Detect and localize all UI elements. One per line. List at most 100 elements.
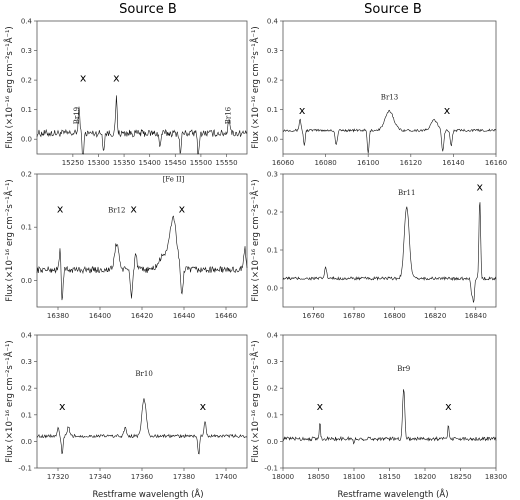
x-tick-label: 17340 [89, 473, 111, 481]
y-tick-label: 0.1 [267, 106, 278, 114]
y-axis-label: Flux (×10⁻¹⁶ erg cm⁻²s⁻¹Å⁻¹) [249, 179, 261, 302]
y-tick-label: 0.3 [267, 358, 278, 366]
spectrum-line [36, 95, 248, 155]
x-tick-label: 17320 [47, 473, 69, 481]
plot-frame [36, 334, 248, 469]
telluric-x-mark: x [59, 400, 66, 413]
column-title-right: Source B [364, 2, 422, 17]
x-tick-label: 16080 [314, 159, 336, 167]
panel-3: 0.0 0.1 0.2 16380 16400 16420 16440 16460 Flux (… [3, 171, 248, 320]
telluric-x-mark: x [200, 400, 207, 413]
line-label: Br11 [398, 189, 415, 197]
line-label: Br10 [135, 370, 152, 378]
y-axis-label: Flux (×10⁻¹⁶ erg cm⁻²s⁻¹Å⁻¹) [3, 179, 15, 302]
panel-4: 0.0 0.1 0.2 0.3 16760 16780 16800 16820 16840 Flu… [249, 171, 497, 320]
x-tick-label: 16100 [357, 159, 379, 167]
line-label: Br16 [225, 106, 233, 124]
column-title-left: Source B [119, 2, 177, 17]
panel-5: -0.1 0.0 0.1 0.2 0.3 0.4 17320 17340 17360 17380 1… [3, 332, 248, 481]
y-axis-label: Flux (×10⁻¹⁶ erg cm⁻²s⁻¹Å⁻¹) [249, 26, 261, 149]
line-label: [Fe II] [163, 175, 185, 183]
x-tick-label: 18050 [307, 473, 329, 481]
y-tick-label: 0.1 [267, 247, 278, 255]
x-tick-label: 18200 [414, 473, 436, 481]
x-tick-label: 16140 [442, 159, 464, 167]
x-tick-label: 15400 [139, 159, 161, 167]
y-tick-label: 0.4 [21, 18, 33, 26]
spectrum-line [36, 398, 248, 455]
x-tick-label: 15450 [164, 159, 186, 167]
x-tick-label: 18000 [272, 473, 294, 481]
x-tick-label: 18150 [378, 473, 400, 481]
y-tick-label: -0.1 [18, 465, 32, 473]
x-tick-label: 15350 [113, 159, 135, 167]
x-tick-label: 16420 [131, 312, 153, 320]
plot-frame [282, 20, 497, 155]
spectrum-line [36, 215, 248, 301]
y-tick-label: 0.2 [267, 209, 278, 217]
line-label: Br9 [397, 365, 410, 373]
y-tick-label: 0.3 [267, 47, 278, 55]
x-tick-label: 16120 [400, 159, 422, 167]
y-tick-label: 0.3 [21, 47, 32, 55]
spectrum-line [282, 389, 497, 445]
x-tick-label: 17400 [215, 473, 237, 481]
x-tick-label: 15550 [215, 159, 237, 167]
y-tick-label: 0.1 [21, 224, 32, 232]
telluric-x-mark: x [113, 72, 120, 85]
plot-frame [36, 173, 248, 308]
panels: 0.0 0.1 0.2 0.3 0.4 15250 15300 15350 15400 15450… [3, 18, 507, 482]
x-tick-label: 17380 [173, 473, 195, 481]
y-tick-label: 0.4 [21, 332, 33, 340]
telluric-x-mark: x [57, 202, 64, 215]
x-tick-label: 16440 [173, 312, 195, 320]
x-tick-label: 16840 [465, 312, 487, 320]
line-label: Br19 [73, 107, 81, 124]
x-tick-label: 18300 [485, 473, 507, 481]
x-tick-label: 18100 [343, 473, 365, 481]
y-axis-label: Flux (×10⁻¹⁶ erg cm⁻²s⁻¹Å⁻¹) [249, 340, 261, 463]
y-tick-label: -0.1 [264, 465, 278, 473]
y-tick-label: 0.0 [21, 136, 32, 144]
x-tick-label: 15300 [87, 159, 109, 167]
telluric-x-mark: x [317, 400, 324, 413]
y-tick-label: 0.4 [267, 332, 279, 340]
panel-1: 0.0 0.1 0.2 0.3 0.4 15250 15300 15350 15400 15450… [3, 18, 248, 167]
spectrum-line [282, 109, 497, 154]
y-tick-label: 0.0 [21, 438, 32, 446]
y-tick-label: 0.4 [267, 18, 279, 26]
panel-2: 0.0 0.1 0.2 0.3 0.4 16060 16080 16100 16120 16140… [249, 18, 507, 168]
y-tick-label: 0.1 [267, 411, 278, 419]
x-tick-label: 16800 [383, 312, 405, 320]
telluric-x-mark: x [444, 104, 451, 117]
x-tick-label: 18250 [449, 473, 471, 481]
y-axis-label: Flux (×10⁻¹⁶ erg cm⁻²s⁻¹Å⁻¹) [3, 340, 15, 463]
plot-frame [36, 20, 248, 155]
x-tick-label: 16060 [272, 159, 294, 167]
y-tick-label: 0.3 [267, 171, 278, 179]
y-tick-label: 0.0 [21, 277, 32, 285]
y-tick-label: 0.0 [267, 285, 278, 293]
y-tick-label: 0.2 [267, 77, 278, 85]
x-tick-label: 15500 [190, 159, 212, 167]
x-tick-label: 16460 [215, 312, 237, 320]
x-axis-label-right: Restframe wavelength (Å) [337, 488, 448, 500]
x-tick-label: 16780 [343, 312, 365, 320]
plot-frame [282, 173, 497, 308]
x-tick-label: 17360 [131, 473, 153, 481]
y-tick-label: 0.2 [21, 385, 32, 393]
y-axis-label: Flux (×10⁻¹⁶ erg cm⁻²s⁻¹Å⁻¹) [3, 26, 15, 149]
line-label: Br13 [381, 93, 398, 101]
x-axis-label-left: Restframe wavelength (Å) [92, 488, 203, 500]
line-label: Br12 [108, 206, 125, 214]
y-tick-label: 0.2 [267, 385, 278, 393]
spectrum-line [282, 202, 497, 303]
y-tick-label: 0.2 [21, 171, 32, 179]
y-tick-label: 0.2 [21, 77, 32, 85]
panel-6: -0.1 0.0 0.1 0.2 0.3 0.4 18000 18050 18100 18150 1… [249, 332, 507, 482]
x-tick-label: 16400 [89, 312, 111, 320]
y-tick-label: 0.0 [267, 438, 278, 446]
telluric-x-mark: x [477, 180, 484, 193]
y-tick-label: 0.1 [21, 411, 32, 419]
